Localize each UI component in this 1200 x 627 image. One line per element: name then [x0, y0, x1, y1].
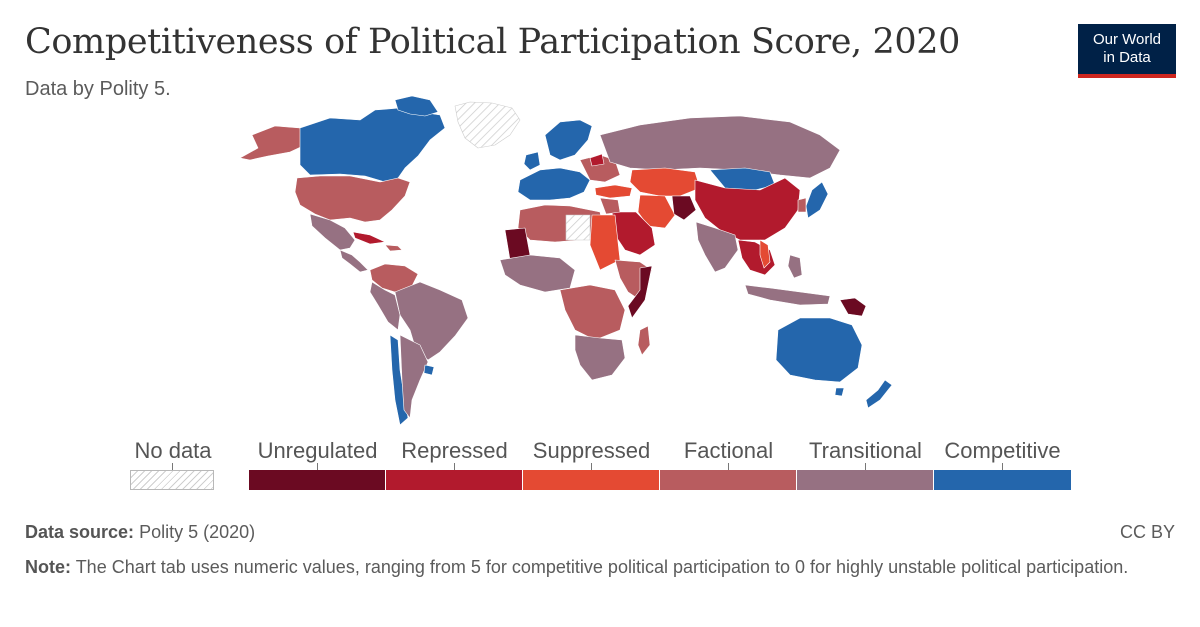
note-label: Note:	[25, 557, 71, 577]
chart-note: Note: The Chart tab uses numeric values,…	[25, 555, 1145, 580]
data-source: Data source: Polity 5 (2020)	[25, 522, 255, 543]
mexico-region	[309, 213, 356, 251]
data-source-value[interactable]: Polity 5 (2020)	[139, 522, 256, 542]
indonesia-region	[744, 284, 831, 306]
legend-label-competitive: Competitive	[944, 438, 1061, 463]
legend-tick	[591, 463, 592, 470]
logo-line-1: Our World	[1092, 31, 1162, 48]
legend-color-bar	[249, 470, 1071, 490]
turkey-region	[594, 184, 633, 199]
tasmania-region	[834, 387, 845, 397]
western-sahara-region	[565, 214, 591, 241]
russia-region	[599, 115, 841, 179]
cuba-region	[352, 231, 386, 245]
legend-swatch-factional[interactable]	[660, 470, 797, 490]
legend-tick	[317, 463, 318, 470]
central-asia-region	[629, 167, 701, 197]
india-region	[695, 221, 739, 273]
canada-islands-region	[394, 95, 439, 117]
uruguay-region	[423, 364, 435, 376]
legend-label-unregulated: Unregulated	[257, 438, 378, 463]
korea-region	[797, 197, 807, 213]
legend-swatch-competitive[interactable]	[934, 470, 1071, 490]
scandinavia-region	[544, 119, 593, 161]
legend-label-repressed: Repressed	[401, 438, 508, 463]
chart-title: Competitiveness of Political Participati…	[25, 22, 960, 62]
legend-swatch-unregulated[interactable]	[249, 470, 386, 490]
central-america-region	[339, 249, 369, 273]
iran-region	[637, 194, 676, 229]
sudan-egypt-region	[589, 214, 621, 271]
legend-swatch-suppressed[interactable]	[523, 470, 660, 490]
afghanistan-region	[671, 195, 697, 221]
japan-region	[805, 181, 829, 219]
central-africa-region	[559, 284, 626, 341]
belarus-region	[589, 153, 605, 167]
legend-label-factional: Factional	[683, 438, 774, 463]
west-africa-region	[499, 254, 576, 293]
somalia-region	[627, 265, 653, 319]
legend-tick	[454, 463, 455, 470]
madagascar-region	[637, 325, 651, 356]
legend-tick	[865, 463, 866, 470]
uk-region	[523, 151, 541, 171]
greenland-region	[454, 101, 521, 149]
legend-no-data-tick	[172, 463, 173, 470]
western-europe-region	[517, 167, 591, 201]
legend-tick	[728, 463, 729, 470]
legend-no-data-label: No data	[134, 438, 212, 463]
logo-line-2: in Data	[1103, 49, 1151, 66]
legend-tick	[1002, 463, 1003, 470]
brazil-region	[394, 281, 469, 361]
levant-region	[599, 197, 621, 215]
legend-label-transitional: Transitional	[809, 438, 922, 463]
new-zealand-region	[865, 379, 893, 409]
canada-region	[299, 107, 446, 183]
legend-label-suppressed: Suppressed	[532, 438, 651, 463]
license-link[interactable]: CC BY	[1119, 522, 1175, 542]
legend-swatch-repressed[interactable]	[386, 470, 523, 490]
note-text: The Chart tab uses numeric values, rangi…	[75, 557, 1129, 577]
argentina-region	[399, 334, 429, 419]
chart-subtitle: Data by Polity 5.	[25, 78, 171, 100]
australia-region	[775, 317, 863, 383]
data-source-label: Data source:	[25, 522, 135, 542]
philippines-region	[787, 254, 803, 279]
caribbean-region	[384, 244, 403, 252]
peru-bolivia-region	[369, 281, 401, 331]
papua-new-guinea-region	[839, 297, 867, 317]
owid-logo[interactable]: Our World in Data	[1078, 24, 1176, 78]
vietnam-region	[759, 239, 771, 269]
legend-no-data-swatch[interactable]	[130, 470, 214, 490]
southern-africa-region	[574, 334, 626, 381]
alaska-region	[239, 125, 306, 161]
legend-swatch-transitional[interactable]	[797, 470, 934, 490]
china-region	[694, 177, 801, 241]
usa-region	[294, 175, 411, 223]
